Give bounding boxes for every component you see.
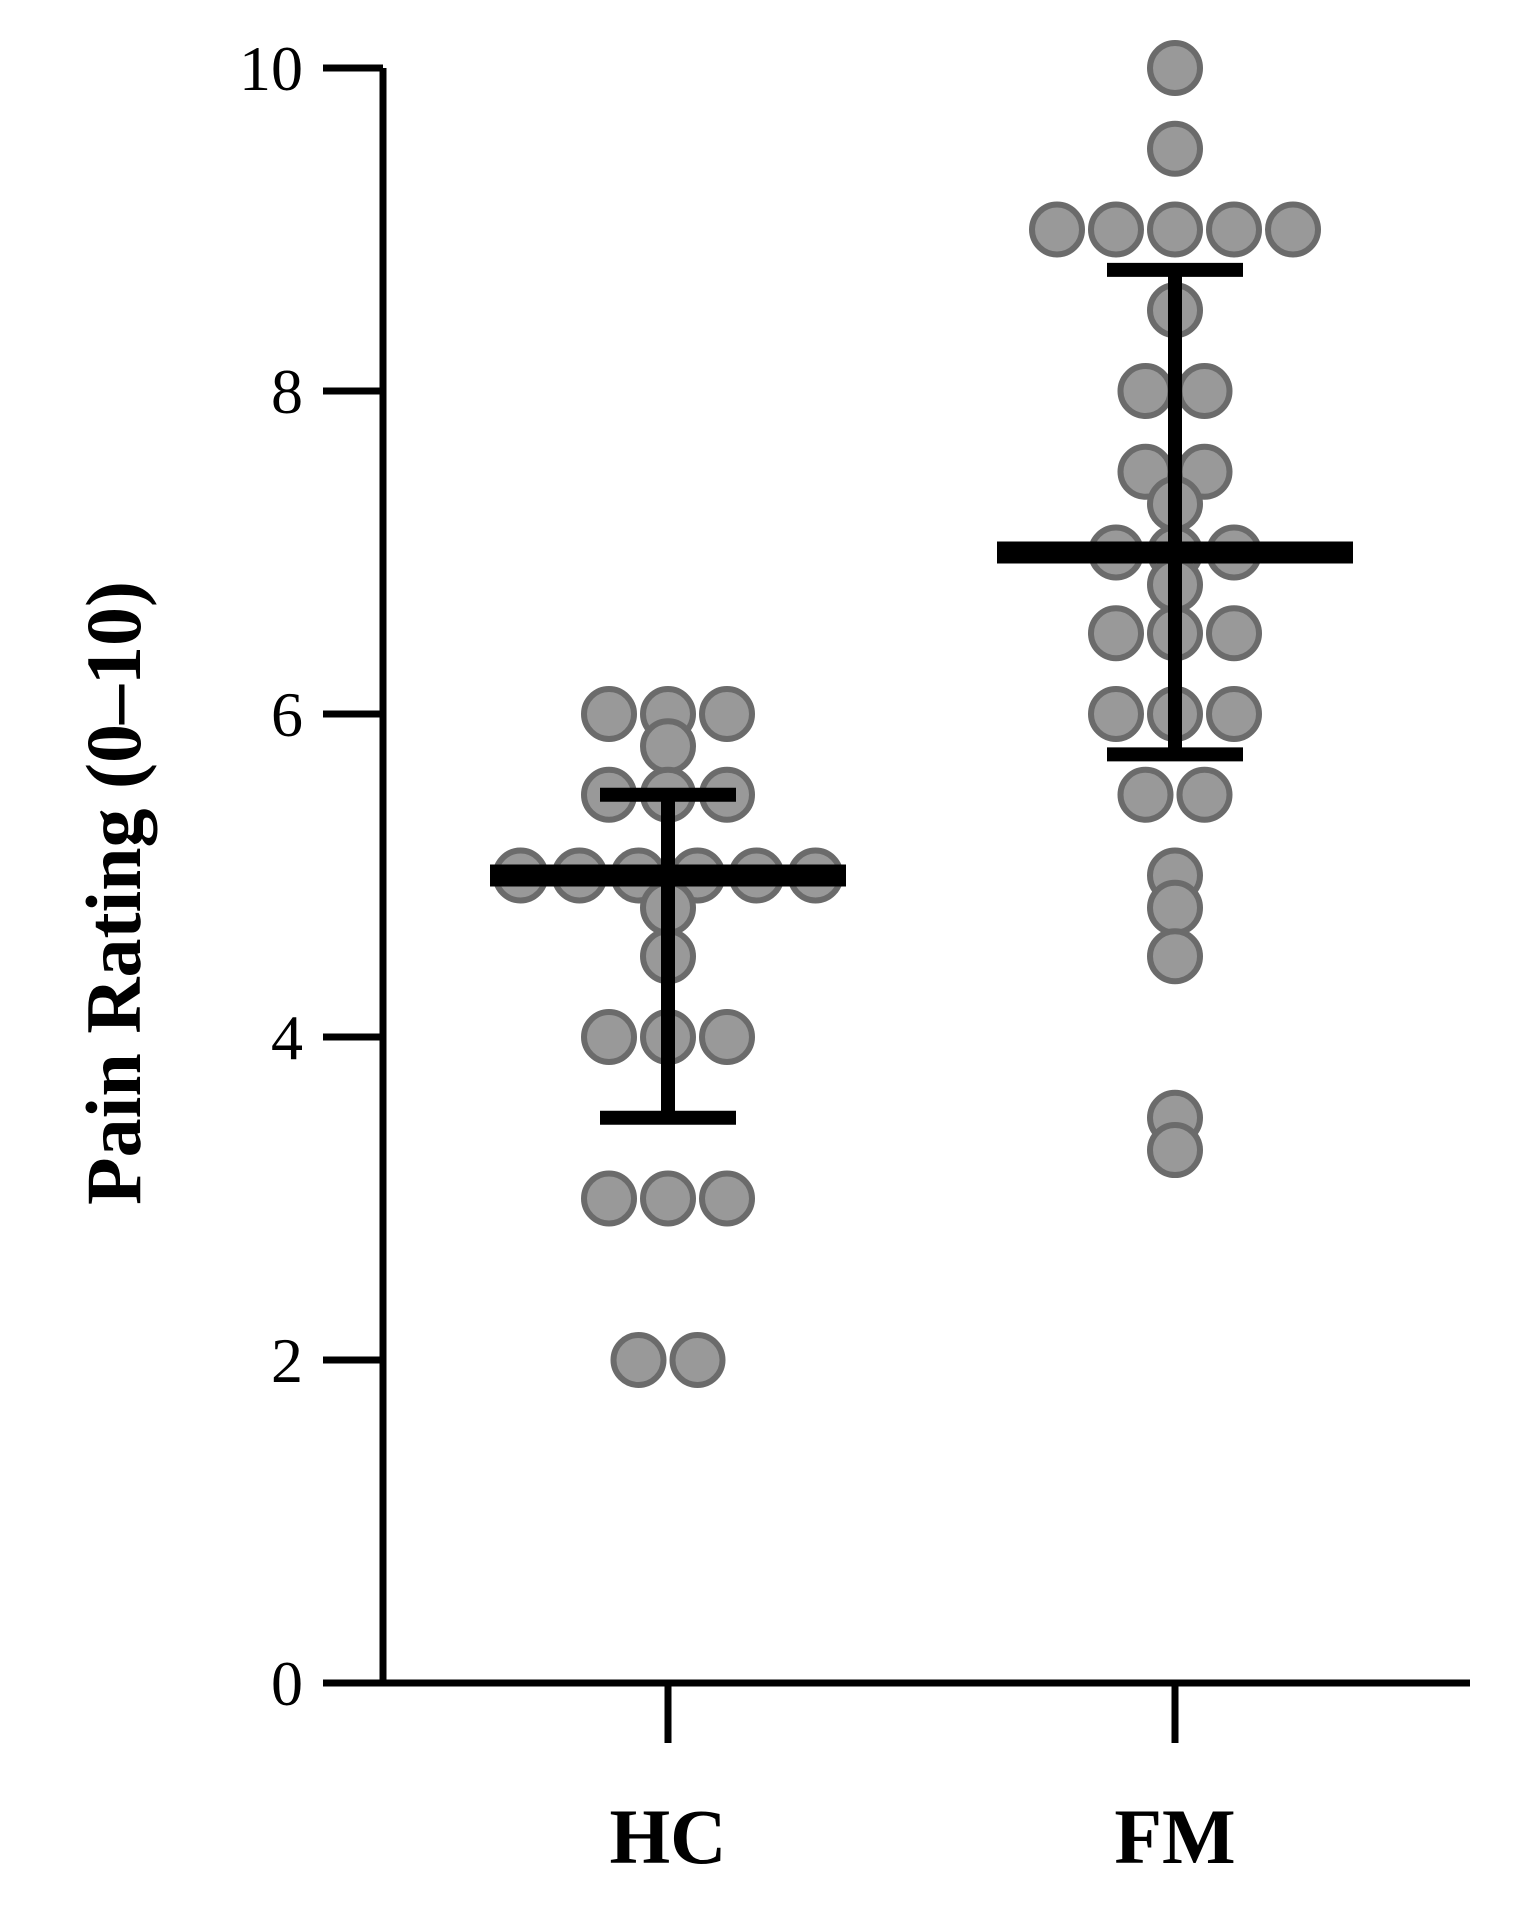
data-point-fm — [1206, 605, 1262, 662]
data-point-fm — [1088, 686, 1144, 742]
data-point-fm — [1088, 201, 1144, 258]
x-category-label: FM — [1114, 1793, 1235, 1880]
data-point-fm — [1147, 201, 1203, 258]
data-point-fm — [1147, 1122, 1203, 1179]
summary-layer — [490, 262, 1353, 1125]
data-point-hc — [669, 1332, 726, 1388]
y-tick-label: 2 — [271, 1325, 303, 1396]
data-point-fm — [1176, 363, 1233, 419]
data-point-hc — [581, 1170, 637, 1227]
data-point-hc — [640, 718, 696, 775]
data-point-fm — [1206, 686, 1262, 742]
x-category-label: HC — [610, 1793, 727, 1880]
data-point-fm — [1147, 928, 1203, 985]
data-point-hc — [640, 1170, 696, 1227]
data-point-fm — [1206, 201, 1262, 258]
y-axis-title: Pain Rating (0–10) — [70, 581, 157, 1205]
data-point-fm — [1147, 120, 1203, 177]
data-point-hc — [699, 1170, 755, 1227]
data-point-fm — [1176, 766, 1233, 823]
data-point-fm — [1117, 363, 1174, 419]
data-point-hc — [699, 1009, 755, 1065]
data-point-fm — [1147, 879, 1203, 936]
data-point-hc — [581, 1009, 637, 1065]
y-tick-label: 10 — [239, 33, 303, 104]
axes-layer: 0 2 4 6 8 10 HC FM — [239, 33, 1470, 1880]
y-tick-label: 6 — [271, 679, 303, 750]
data-point-fm — [1265, 201, 1321, 258]
y-tick-label: 0 — [271, 1648, 303, 1719]
data-point-hc — [699, 686, 755, 742]
data-point-fm — [1088, 605, 1144, 662]
data-point-fm — [1147, 40, 1203, 96]
y-tick-label: 8 — [271, 356, 303, 427]
data-point-hc — [581, 686, 637, 742]
data-point-fm — [1117, 766, 1174, 823]
data-point-fm — [1029, 201, 1085, 258]
data-point-hc — [610, 1332, 667, 1388]
y-tick-label: 4 — [271, 1002, 303, 1073]
points-layer — [492, 40, 1321, 1388]
